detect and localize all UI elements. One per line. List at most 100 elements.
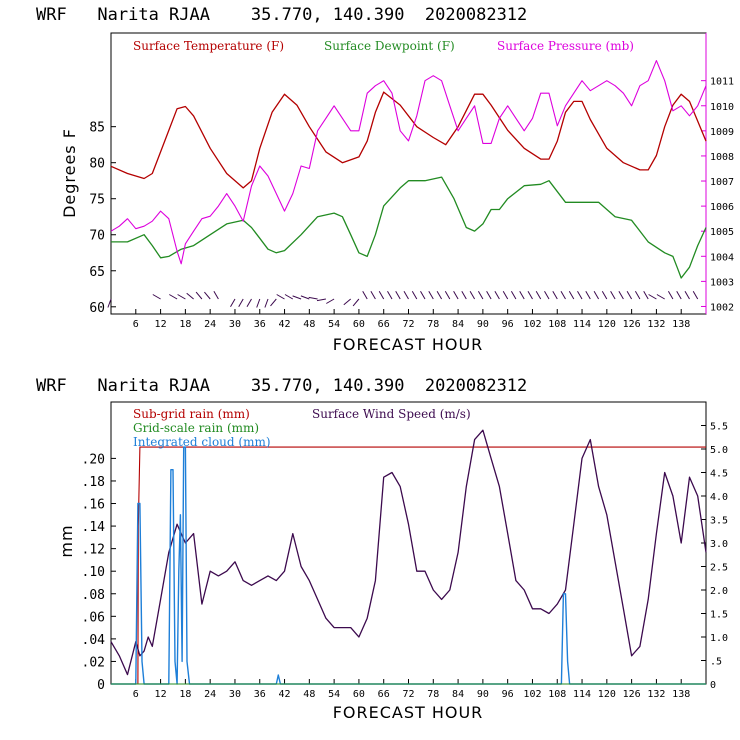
x-tick-label: 30 (229, 319, 241, 330)
y2-tick-label: 1010 (710, 102, 734, 113)
x-tick-label: 120 (598, 319, 616, 330)
x-tick-label: 84 (452, 319, 464, 330)
wind-barbs (107, 290, 699, 308)
x-tick-label: 60 (353, 689, 365, 700)
wind-barb (692, 290, 699, 300)
wind-barb (535, 290, 542, 300)
wind-barb (152, 294, 161, 300)
y2-tick-label: 1.0 (710, 633, 728, 644)
legend-dewpoint: Surface Dewpoint (F) (324, 39, 455, 53)
series-sub-grid-rain-mm-line (111, 446, 706, 685)
x-tick-label: 126 (623, 689, 641, 700)
y-tick-label: 70 (89, 229, 105, 244)
panel2-x-ticks: 6 12 18 24 30 36 42 48 54 60 66 72 78 84 90 96 102 108 114… (133, 679, 690, 700)
x-tick-label: 60 (353, 319, 365, 330)
panel1-ylabel: Degrees F (60, 128, 79, 218)
wind-barb (308, 296, 318, 300)
x-tick-label: 12 (155, 319, 167, 330)
x-tick-label: 48 (303, 319, 315, 330)
wind-barb (362, 290, 368, 300)
legend-grid-rain: Grid-scale rain (mm) (133, 421, 259, 435)
wind-barb (610, 290, 616, 300)
wind-barb (378, 290, 385, 300)
x-tick-label: 102 (523, 689, 541, 700)
series-surface-temperature-f-line (110, 91, 707, 189)
x-tick-label: 138 (672, 319, 690, 330)
x-tick-label: 72 (402, 689, 414, 700)
x-tick-label: 36 (254, 689, 266, 700)
wind-barb (656, 294, 665, 300)
wind-barb (601, 290, 608, 300)
wind-barb (494, 290, 500, 300)
y2-tick-label: 1006 (710, 202, 734, 213)
panel2-xlabel: FORECAST HOUR (333, 703, 484, 722)
y2-tick-label: 1.5 (710, 610, 728, 621)
y-tick-label: .18 (82, 475, 105, 490)
x-tick-label: 90 (477, 689, 489, 700)
legend-pressure: Surface Pressure (mb) (497, 39, 634, 53)
x-tick-label: 66 (378, 689, 390, 700)
wind-barb (643, 290, 649, 300)
y2-tick-label: 1008 (710, 152, 734, 163)
wind-barb (519, 290, 525, 300)
y2-tick-label: 4.5 (710, 469, 728, 480)
y-tick-label: .10 (82, 565, 105, 580)
x-tick-label: 42 (279, 319, 291, 330)
y2-tick-label: 1011 (710, 77, 734, 88)
x-tick-label: 132 (647, 319, 665, 330)
panel1-y-ticks: 60 65 70 75 80 85 (89, 121, 116, 316)
x-tick-label: 24 (204, 689, 216, 700)
x-tick-label: 78 (427, 689, 439, 700)
wind-barb (618, 290, 624, 300)
wind-barb (568, 290, 575, 300)
wind-barb (411, 290, 418, 300)
y-tick-label: 85 (89, 121, 105, 136)
panel2-series (110, 429, 707, 685)
y-tick-label: 0 (97, 678, 105, 693)
wind-barb (284, 294, 294, 300)
wind-barb (428, 290, 434, 300)
wind-barb (276, 294, 285, 300)
x-tick-label: 90 (477, 319, 489, 330)
wind-barb (169, 294, 178, 300)
panel1-y2-ticks: 1002 1003 1004 1005 1006 1007 1008 1009 1010 1011 (701, 77, 734, 313)
x-tick-label: 132 (647, 689, 665, 700)
x-tick-label: 114 (573, 319, 591, 330)
wind-barb (502, 290, 509, 300)
panel1-x-ticks: 6 12 18 24 30 36 42 48 54 60 66 72 78 84 90 96 102 108 114… (133, 309, 690, 330)
x-tick-label: 108 (548, 689, 566, 700)
y2-tick-label: 1004 (710, 252, 734, 263)
x-tick-label: 72 (402, 319, 414, 330)
wind-barb (370, 290, 376, 300)
x-tick-label: 18 (179, 319, 191, 330)
x-tick-label: 102 (523, 319, 541, 330)
y2-tick-label: .5 (710, 657, 722, 668)
x-tick-label: 42 (279, 689, 291, 700)
y-tick-label: .16 (82, 498, 105, 513)
wind-barb (544, 290, 550, 300)
wind-barb (461, 290, 467, 300)
x-tick-label: 18 (179, 689, 191, 700)
wind-barb (204, 291, 211, 300)
wind-barb (107, 298, 112, 308)
wind-barb (256, 298, 261, 308)
wind-barb (477, 290, 484, 300)
y2-tick-label: 2.5 (710, 563, 728, 574)
panel1-series (110, 60, 707, 279)
wind-barb (352, 298, 360, 307)
wind-barb (270, 298, 277, 307)
wind-barb (292, 295, 302, 300)
y2-tick-label: 1005 (710, 227, 734, 238)
x-tick-label: 36 (254, 319, 266, 330)
legend-wind-speed: Surface Wind Speed (m/s) (312, 407, 471, 421)
y-tick-label: .14 (82, 520, 106, 535)
legend-temperature: Surface Temperature (F) (133, 39, 284, 53)
y-tick-label: .02 (82, 655, 105, 670)
wind-barb (560, 290, 566, 300)
x-tick-label: 30 (229, 689, 241, 700)
panel1-plot-area (110, 32, 707, 315)
wind-barb (444, 290, 451, 300)
x-tick-label: 12 (155, 689, 167, 700)
legend-cloud: Integrated cloud (mm) (133, 435, 271, 449)
